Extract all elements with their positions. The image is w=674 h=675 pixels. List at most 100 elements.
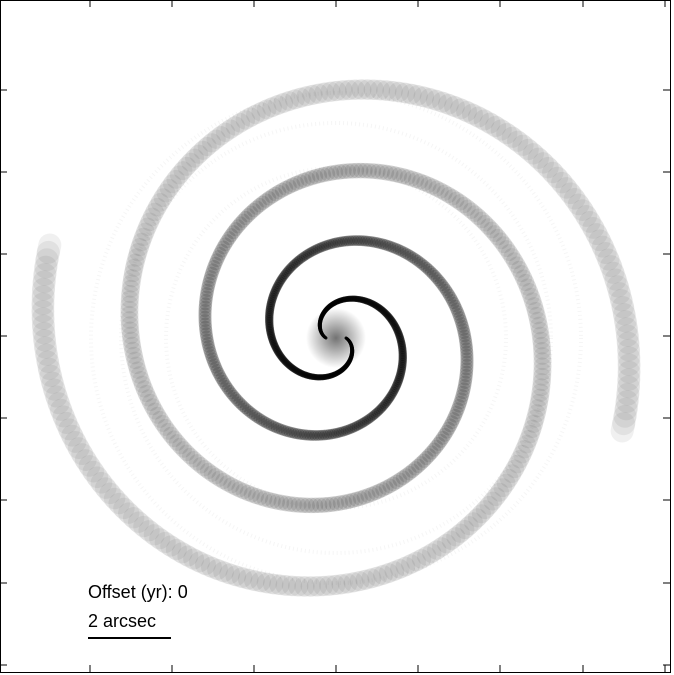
spiral-arm-1-segment: [377, 238, 392, 251]
spiral-arm-1-segment: [428, 269, 443, 285]
spiral-arm-2-segment: [531, 321, 550, 345]
spiral-arm-2-segment: [521, 419, 542, 444]
spiral-arm-1-segment: [326, 80, 353, 102]
spiral-arm-1-segment: [389, 472, 408, 490]
spiral-arm-1-segment: [413, 256, 428, 270]
spiral-arm-2-segment: [406, 549, 432, 572]
spiral-arm-2-segment: [204, 349, 219, 365]
spiral-arm-2-segment: [207, 355, 221, 371]
spiral-arm-2-segment: [203, 266, 219, 284]
spiral-arm-1-segment: [496, 122, 523, 148]
spiral-arm-2-segment: [229, 391, 244, 407]
spiral-arm-2-segment: [205, 263, 220, 281]
spiral-arm-1-segment: [231, 481, 252, 500]
spiral-arm-2-segment: [201, 276, 216, 294]
spiral-arm-1-segment: [150, 188, 173, 212]
spiral-arm-2-segment: [227, 389, 242, 404]
spiral-arm-1-segment: [613, 397, 638, 428]
spiral-arm-2-segment: [492, 232, 513, 254]
spiral-arm-2-segment: [483, 487, 506, 511]
spiral-arm-2-segment: [315, 166, 336, 183]
spiral-arm-2-segment: [37, 357, 62, 387]
spiral-arm-1-segment: [132, 227, 153, 252]
spiral-arm-1-segment: [286, 362, 295, 371]
spiral-arm-2-segment: [529, 311, 548, 335]
spiral-arm-2-segment: [508, 256, 528, 278]
spiral-arm-1-segment: [382, 80, 410, 103]
spiral-arm-1-segment: [122, 269, 142, 293]
spiral-arm-1-segment: [430, 272, 445, 287]
spiral-arm-1-segment: [448, 299, 463, 315]
spiral-arm-2-segment: [376, 304, 385, 313]
spiral-arm-1-segment: [308, 244, 321, 256]
spiral-arm-1-segment: [270, 341, 280, 351]
spiral-arm-2-segment: [518, 278, 539, 301]
spiral-arm-1-segment: [407, 251, 421, 265]
spiral-arm-1-segment: [297, 369, 306, 377]
spiral-arm-1-segment: [121, 326, 141, 350]
spiral-arm-2-segment: [395, 168, 416, 186]
spiral-arm-1-segment: [141, 393, 162, 416]
spiral-arm-1-segment: [602, 261, 627, 291]
spiral-arm-1-segment: [388, 81, 416, 104]
spiral-arm-2-segment: [160, 535, 187, 561]
spiral-arm-1-segment: [127, 243, 148, 267]
spiral-arm-2-segment: [261, 188, 280, 206]
spiral-arm-1-segment: [563, 187, 590, 216]
spiral-arm-1-segment: [276, 273, 288, 284]
spiral-arm-2-segment: [268, 420, 282, 434]
spiral-arm-1-segment: [424, 442, 442, 460]
spiral-arm-1-segment: [291, 366, 300, 375]
spiral-arm-1-segment: [501, 126, 529, 152]
spiral-arm-2-segment: [363, 413, 375, 425]
spiral-arm-2-segment: [241, 404, 256, 418]
spiral-arm-1-segment: [551, 171, 578, 199]
spiral-arm-1-segment: [256, 490, 277, 508]
spiral-arm-1-segment: [289, 364, 298, 373]
spiral-arm-1-segment: [285, 261, 297, 273]
spiral-arm-2-segment: [387, 316, 396, 325]
spiral-arm-2-segment: [379, 398, 391, 410]
spiral-arm-1-segment: [376, 80, 403, 102]
spiral-arm-1-segment: [325, 238, 339, 250]
spiral-arm-2-segment: [32, 262, 57, 294]
spiral-arm-2-segment: [333, 426, 347, 438]
spiral-arm-1-segment: [270, 340, 279, 350]
spiral-arm-1-segment: [279, 89, 305, 111]
spiral-arm-1-segment: [280, 268, 291, 279]
spiral-arm-2-segment: [49, 398, 75, 428]
spiral-arm-2-segment: [392, 378, 403, 389]
spiral-arm-2-segment: [200, 280, 215, 297]
spiral-arm-1-segment: [455, 385, 470, 403]
spiral-arm-1-segment: [360, 486, 380, 504]
spiral-arm-2-segment: [394, 329, 404, 340]
spiral-arm-1-segment: [122, 331, 141, 355]
spiral-arm-2-segment: [35, 240, 60, 272]
spiral-arm-2-segment: [223, 384, 238, 400]
spiral-arm-2-segment: [233, 213, 251, 231]
spiral-arm-1-segment: [275, 274, 287, 286]
spiral-arm-2-segment: [199, 287, 214, 304]
spiral-arm-2-segment: [271, 182, 290, 200]
spiral-arm-2-segment: [383, 393, 395, 405]
spiral-arm-1-segment: [235, 483, 256, 501]
spiral-arm-2-segment: [55, 411, 81, 441]
spiral-arm-1-segment: [310, 243, 323, 255]
spiral-arm-2-segment: [43, 378, 68, 408]
spiral-arm-2-segment: [202, 273, 217, 291]
spiral-arm-2-segment: [262, 573, 290, 596]
spiral-arm-1-segment: [264, 492, 286, 510]
spiral-arm-2-segment: [428, 180, 449, 199]
spiral-arm-2-segment: [381, 397, 392, 408]
spiral-arm-2-segment: [200, 283, 215, 301]
spiral-arm-1-segment: [344, 491, 364, 508]
spiral-arm-2-segment: [387, 388, 398, 400]
spiral-arm-2-segment: [312, 167, 332, 184]
spiral-arm-1-segment: [219, 475, 240, 494]
spiral-arm-2-segment: [249, 198, 267, 215]
spiral-arm-2-segment: [382, 310, 392, 319]
spiral-arm-1-segment: [291, 255, 304, 267]
spiral-arm-1-segment: [450, 98, 477, 122]
spiral-arm-2-segment: [235, 398, 250, 413]
